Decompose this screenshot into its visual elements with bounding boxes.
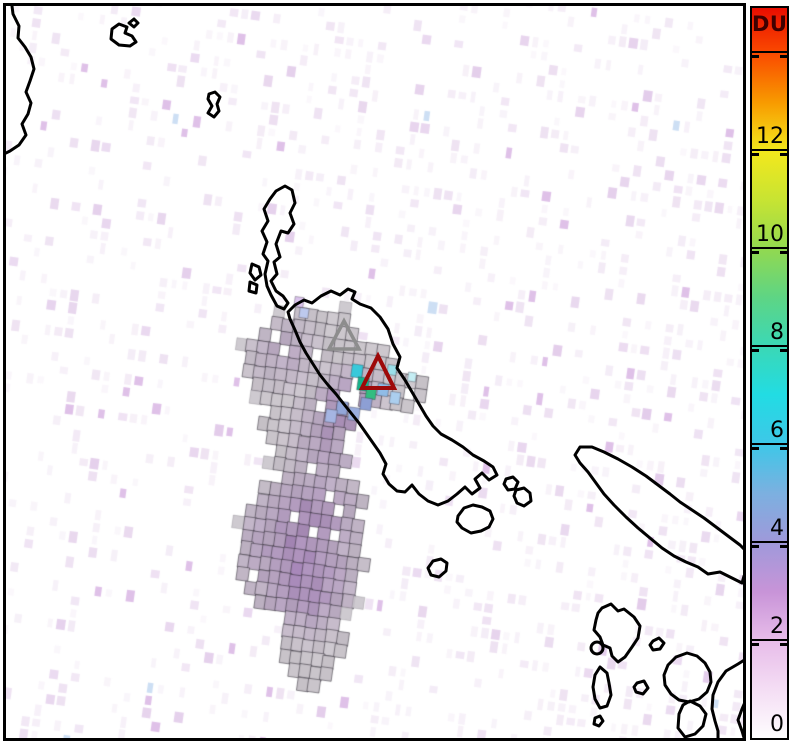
colorbar-tick-dash (780, 545, 787, 548)
coastline-path (206, 90, 222, 119)
colorbar-tick-label: 10 (756, 222, 784, 247)
coastline-path (591, 665, 613, 710)
coastline-path (260, 184, 297, 311)
colorbar-tick-dash (752, 447, 759, 450)
colorbar-tick-label: 8 (770, 320, 784, 345)
coastline-path (662, 651, 713, 704)
colorbar-tick-dash (780, 349, 787, 352)
colorbar-tick-dash (752, 643, 759, 646)
colorbar-tick-dash (752, 55, 759, 58)
colorbar-tick-dash (780, 643, 787, 646)
map-canvas (6, 6, 743, 738)
coastline-path (426, 557, 449, 579)
colorbar-tick-dash (780, 447, 787, 450)
gray-triangle-marker (326, 317, 362, 351)
colorbar-tick-dash (780, 251, 787, 254)
colorbar: 12 10 8 6 4 2 0 DU (750, 6, 789, 740)
colorbar-tick-label: 2 (770, 614, 784, 639)
colorbar-gradient (752, 8, 787, 738)
colorbar-tick-label: 4 (770, 516, 784, 541)
coastline-path (248, 262, 263, 282)
colorbar-tick-line (752, 639, 787, 641)
coastline-path (736, 703, 743, 738)
red-triangle-marker (358, 351, 398, 390)
coastline-path (592, 602, 642, 664)
colorbar-tick-line (752, 149, 787, 151)
coastline-layer (6, 6, 743, 738)
map-frame (3, 3, 746, 741)
coastline-path (592, 714, 605, 728)
coastline-path (502, 475, 520, 492)
coastline-path (573, 445, 743, 585)
coastline-path (676, 699, 708, 738)
coastline-path (127, 17, 140, 29)
coastline-path (710, 659, 743, 738)
colorbar-tick-line (752, 443, 787, 445)
coastlines (6, 6, 743, 738)
colorbar-tick-line (752, 345, 787, 347)
coastline-path (109, 22, 138, 48)
markers (326, 317, 398, 390)
colorbar-tick-label: 6 (770, 418, 784, 443)
coastline-path (648, 636, 666, 652)
colorbar-tick-line (752, 541, 787, 543)
colorbar-unit-label: DU (752, 12, 788, 36)
colorbar-tick-dash (780, 55, 787, 58)
colorbar-tick-dash (752, 153, 759, 156)
colorbar-tick-dash (752, 251, 759, 254)
colorbar-tick-line (752, 247, 787, 249)
colorbar-tick-label: 0 (770, 712, 784, 737)
coastline-islet (589, 640, 605, 656)
coastline-path (632, 679, 650, 696)
coastline-path (286, 287, 499, 507)
colorbar-tick-dash (752, 349, 759, 352)
colorbar-tick-dash (780, 153, 787, 156)
coastline-path (247, 280, 259, 295)
coastline-path (455, 503, 495, 535)
colorbar-tick-label: 12 (756, 124, 784, 149)
colorbar-tick-line (752, 51, 787, 53)
coastline-path (6, 6, 36, 155)
coastline-path (512, 486, 533, 508)
colorbar-tick-dash (752, 545, 759, 548)
